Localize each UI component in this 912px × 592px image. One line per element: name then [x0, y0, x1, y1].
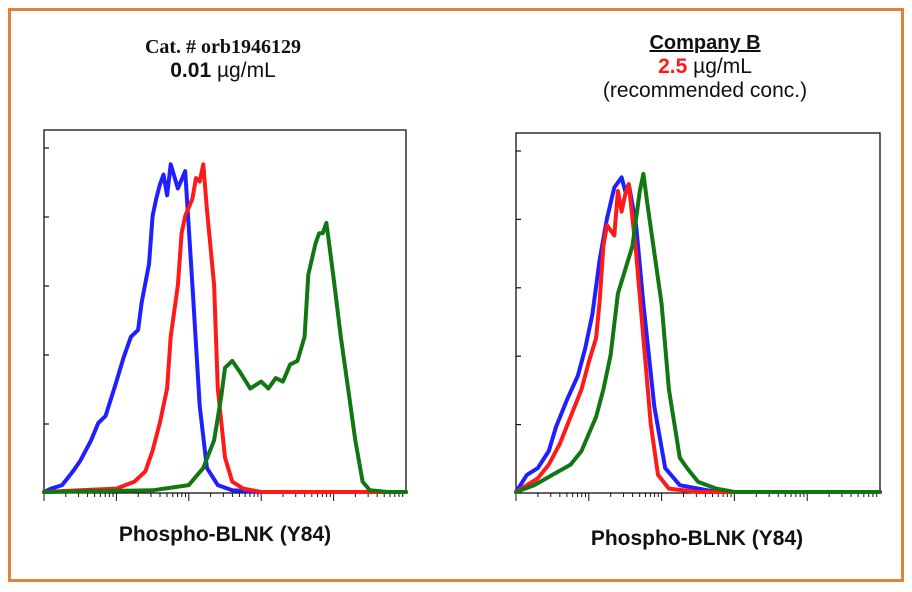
panel-1-title-line: Cat. # orb1946129 — [144, 36, 302, 58]
figure-frame — [8, 8, 904, 582]
panel-1-plot-frame — [43, 129, 407, 494]
panel-1-series-1-line — [42, 162, 408, 494]
panel-1-conc-value: 0.01 — [170, 59, 212, 82]
panel-2-title-line: Company B — [649, 32, 761, 54]
panel-1-series-2-line — [42, 162, 408, 494]
panel-1-conc-unit: µg/mL — [211, 59, 276, 82]
panel-2-conc-value: 2.5 — [658, 55, 688, 78]
panel-2-x-axis-label: Phospho-BLNK (Y84) — [590, 527, 804, 550]
panel-1-concentration: 0.01 µg/mL — [48, 59, 398, 83]
panel-2-concentration: 2.5 µg/mL — [530, 55, 880, 79]
panel-2-plot-frame — [515, 132, 881, 494]
panel-2-conc-unit: µg/mL — [687, 55, 752, 78]
panel-2-series-3-line — [514, 171, 882, 494]
panel-1-x-axis-label: Phospho-BLNK (Y84) — [118, 523, 332, 546]
panel-2-note: (recommended conc.) — [602, 79, 808, 102]
panel-2-series-1-line — [514, 175, 882, 494]
panel-2-title: Company B 2.5 µg/mL (recommended conc.) — [530, 32, 880, 103]
panel-1-title: Cat. # orb1946129 0.01 µg/mL — [48, 36, 398, 83]
panel-2-series-2-line — [514, 182, 882, 494]
panel-1-series-3-line — [42, 220, 408, 494]
